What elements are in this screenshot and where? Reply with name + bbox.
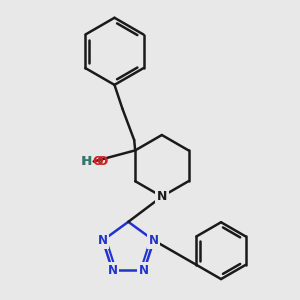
Text: H: H — [82, 155, 92, 168]
Text: N: N — [157, 190, 167, 203]
Text: O: O — [92, 155, 103, 168]
Text: N: N — [107, 264, 118, 277]
Text: N: N — [98, 234, 108, 247]
Text: N: N — [139, 264, 149, 277]
Text: H: H — [81, 155, 92, 168]
Text: N: N — [149, 234, 159, 247]
Text: ·O: ·O — [92, 155, 109, 168]
